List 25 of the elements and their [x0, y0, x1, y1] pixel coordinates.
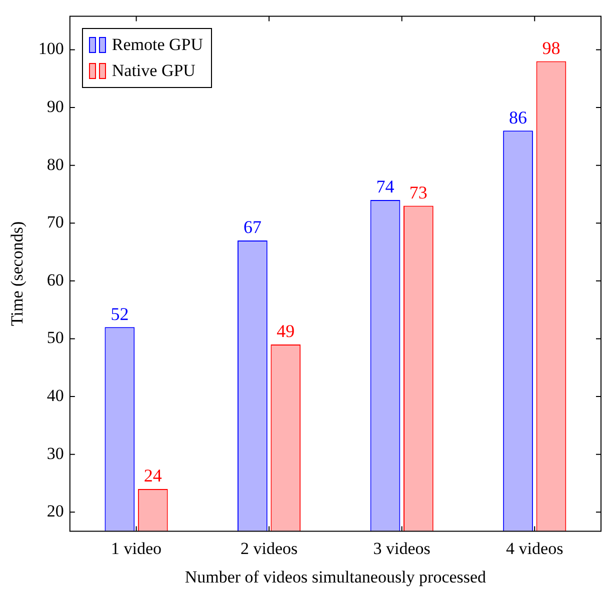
legend-label: Native GPU	[112, 61, 196, 82]
x-tick-label: 1 video	[111, 538, 162, 558]
y-axis-title: Time (seconds)	[8, 221, 27, 326]
data-label: 52	[110, 304, 129, 324]
y-tick-label: 80	[46, 154, 64, 174]
y-tick-label: 50	[46, 328, 64, 348]
x-tick-label: 4 videos	[506, 538, 564, 558]
y-tick-label: 40	[46, 386, 64, 405]
x-tick-label: 3 videos	[373, 538, 430, 558]
y-tick-label: 70	[46, 212, 64, 232]
y-tick-label: 60	[46, 270, 64, 290]
legend-label: Remote GPU	[112, 35, 204, 56]
y-tick-label: 90	[46, 96, 64, 116]
x-tick-label: 2 videos	[240, 538, 298, 558]
data-label: 73	[409, 182, 428, 203]
y-tick-label: 30	[46, 444, 64, 463]
data-label: 67	[243, 217, 262, 238]
data-label: 86	[509, 107, 528, 128]
x-axis-title: Number of videos simultaneously processed	[184, 567, 487, 586]
data-label: 24	[144, 466, 162, 486]
data-label: 74	[376, 176, 394, 197]
data-label: 49	[276, 321, 295, 342]
y-tick-label: 100	[38, 39, 64, 58]
data-label: 98	[542, 38, 560, 58]
y-tick-label: 20	[46, 502, 64, 521]
